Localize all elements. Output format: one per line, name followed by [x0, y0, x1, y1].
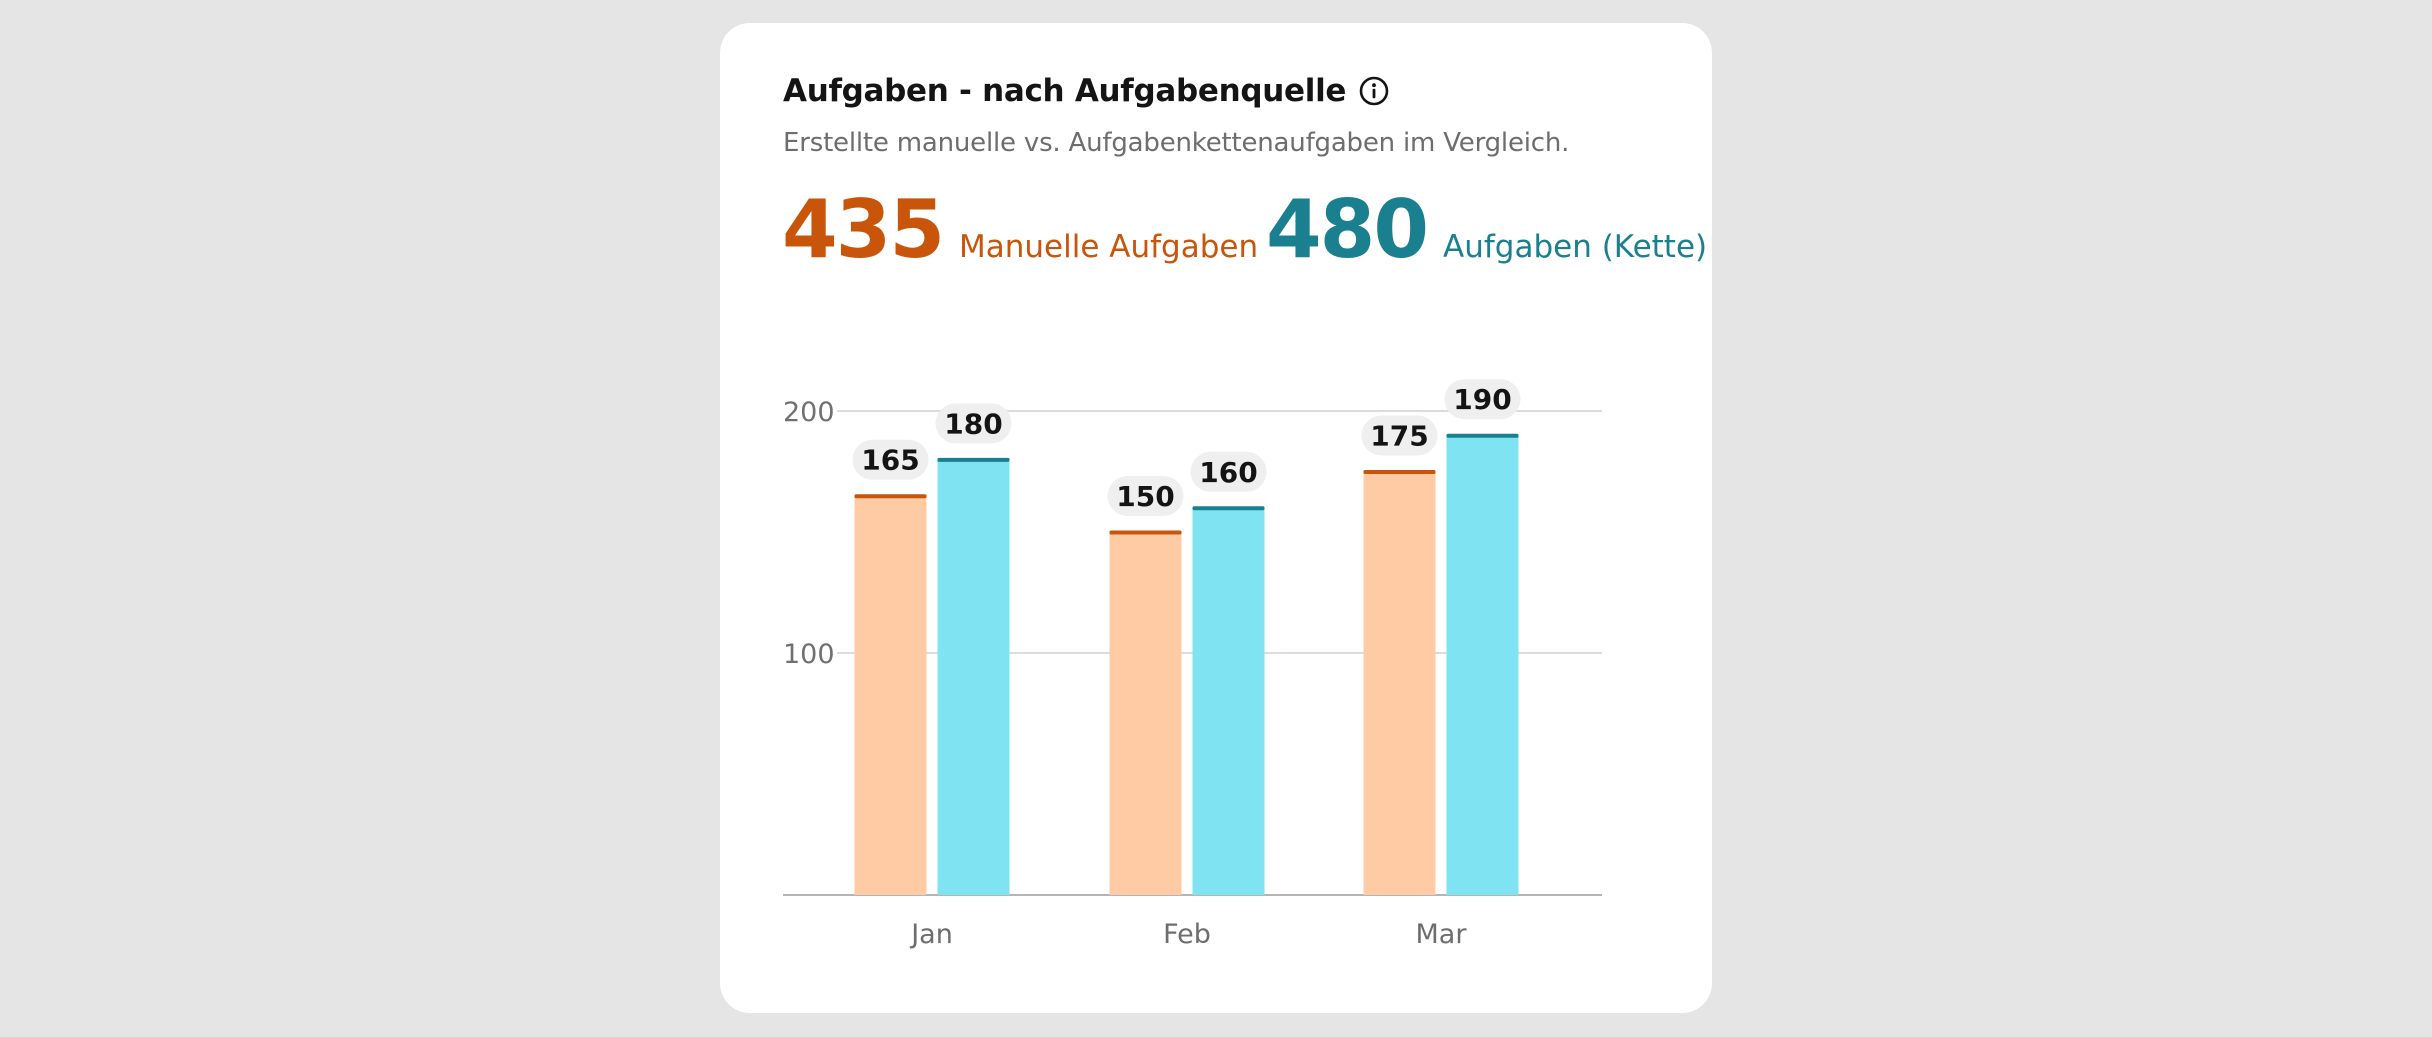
x-tick-label: Jan	[909, 919, 953, 950]
data-label: 190	[1453, 383, 1511, 416]
kpi-manual-label: Manuelle Aufgaben	[959, 229, 1259, 265]
info-circle-icon[interactable]	[1358, 75, 1390, 107]
data-label-pill	[1361, 415, 1438, 456]
bar-mar-1	[1363, 471, 1436, 895]
x-tick-label: Feb	[1163, 919, 1211, 950]
data-label-pill	[935, 403, 1012, 444]
data-label: 150	[1116, 480, 1174, 513]
data-label: 180	[944, 407, 1002, 440]
bar-feb-1	[1109, 532, 1182, 895]
data-label: 160	[1199, 456, 1257, 489]
title-row: Aufgaben - nach Aufgabenquelle	[783, 73, 1390, 109]
data-label-pill	[1190, 451, 1267, 492]
bar-mar-2	[1446, 435, 1519, 895]
x-tick-label: Mar	[1416, 919, 1468, 950]
bar-jan-2	[937, 459, 1010, 895]
bar-cap	[1109, 530, 1182, 535]
chart-subtitle: Erstellte manuelle vs. Aufgabenkettenauf…	[783, 128, 1570, 158]
bar-feb-2	[1192, 507, 1265, 895]
bar-chart: 100 200 165 180 Jan 150 160 Feb 175 190 Mar	[783, 379, 1602, 950]
data-label: 165	[861, 444, 919, 477]
bar-cap	[1192, 506, 1265, 511]
data-label-pill	[852, 439, 929, 480]
kpi-chain-value: 480	[1266, 183, 1429, 276]
bar-cap	[1446, 433, 1519, 438]
kpi-chain-label: Aufgaben (Kette)	[1443, 229, 1708, 265]
data-label-pill	[1444, 379, 1521, 420]
bar-cap	[854, 494, 927, 499]
kpi-chain: 480 Aufgaben (Kette)	[1266, 183, 1707, 276]
kpi-manual-value: 435	[782, 183, 945, 276]
kpi-manual: 435 Manuelle Aufgaben	[782, 183, 1258, 276]
y-tick-label: 200	[783, 397, 835, 428]
bar-cap	[1363, 470, 1436, 474]
y-tick-label: 100	[783, 639, 835, 670]
data-label: 175	[1370, 420, 1428, 453]
bar-cap	[937, 457, 1010, 462]
chart-title: Aufgaben - nach Aufgabenquelle	[783, 73, 1347, 109]
chart-card: Aufgaben - nach Aufgabenquelle Erstellte…	[720, 23, 1712, 1013]
bar-jan-1	[854, 495, 927, 895]
data-label-pill	[1107, 476, 1184, 516]
